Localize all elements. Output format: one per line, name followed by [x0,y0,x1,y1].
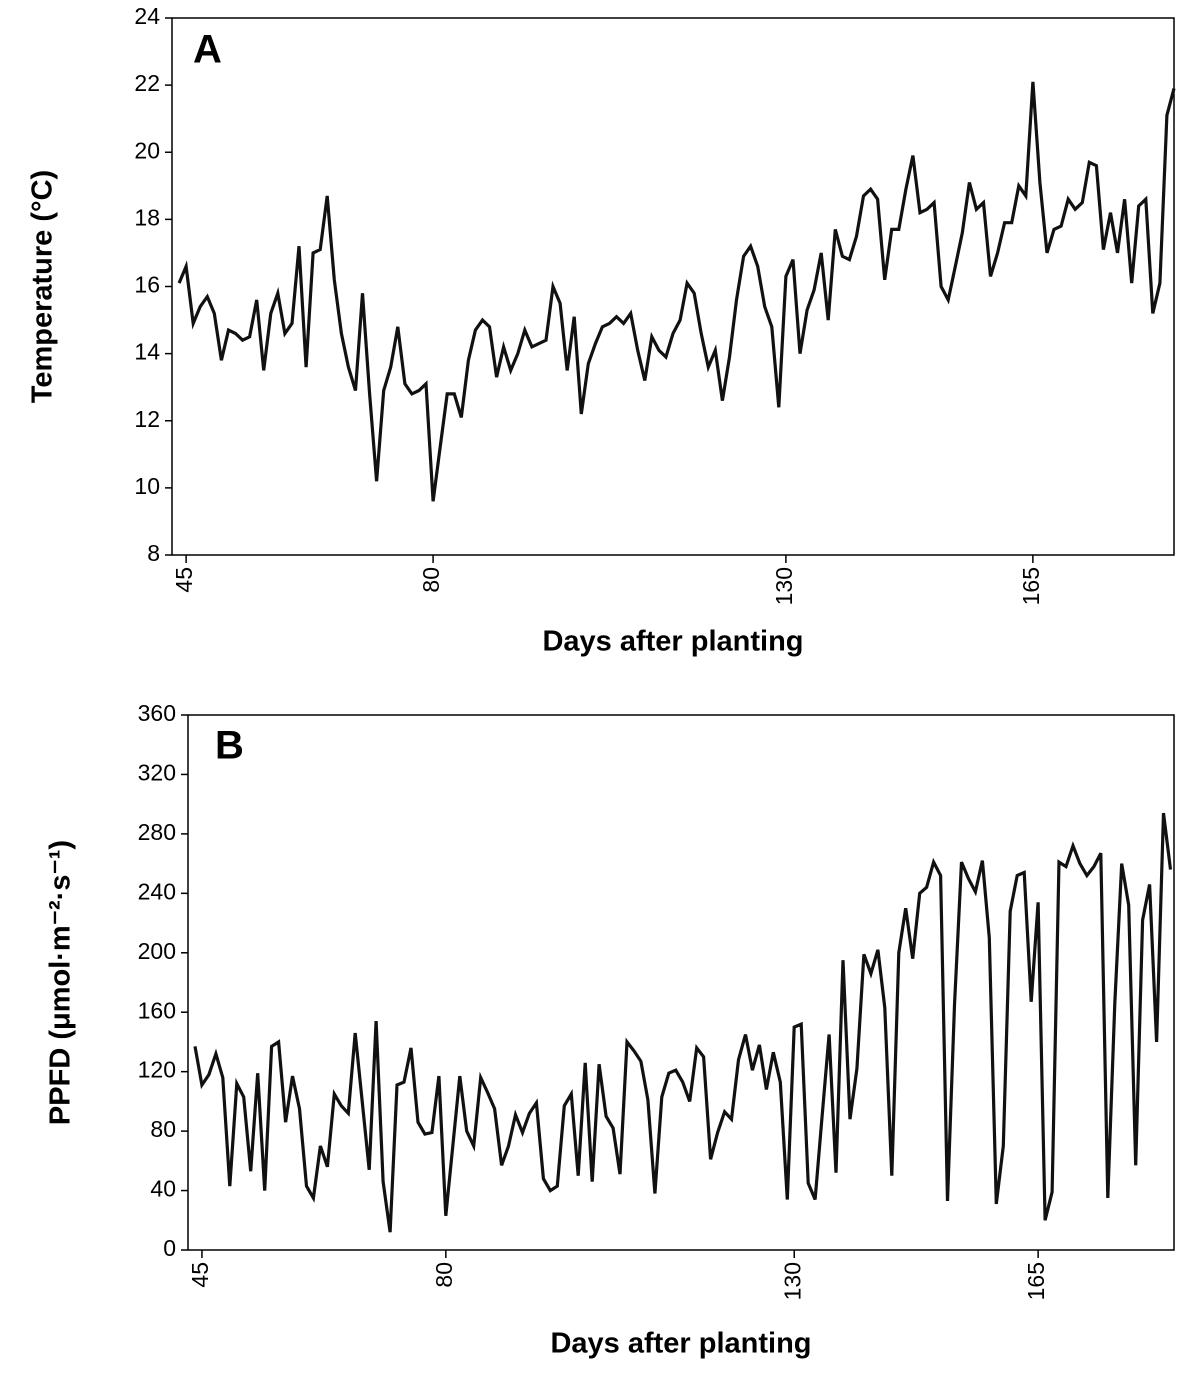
x-tick-label: 130 [771,567,797,605]
x-tick-label: 45 [171,567,197,593]
x-tick-label: 45 [187,1262,213,1288]
y-axis-title: Temperature (°C) [27,170,59,403]
plot-frame [187,714,1175,1251]
plot-frame [171,17,1175,556]
y-tick-label: 14 [134,339,160,365]
x-tick-label: 80 [431,1262,457,1288]
y-tick-label: 120 [138,1057,176,1083]
y-tick-label: 360 [138,700,176,726]
y-tick-label: 18 [134,204,160,230]
y-tick-label: 20 [134,137,160,163]
data-line [193,812,1173,1233]
data-line [177,81,1176,502]
y-tick-label: 40 [150,1176,176,1202]
y-axis-title: PPFD (μmol·m⁻²·s⁻¹) [45,840,77,1125]
y-tick-label: 12 [134,406,160,432]
y-tick-label: 8 [147,540,160,566]
y-tick-label: 200 [138,938,176,964]
y-tick-label: 160 [138,997,176,1023]
x-tick-label: 165 [1018,567,1044,605]
y-tick-label: 10 [134,473,160,499]
y-tick-label: 80 [150,1116,176,1142]
x-tick-label: 130 [779,1262,805,1300]
panel-label: A [193,28,222,72]
y-tick-label: 16 [134,272,160,298]
y-tick-label: 320 [138,760,176,786]
y-tick-label: 24 [134,3,160,29]
x-tick-label: 80 [418,567,444,593]
x-tick-label: 165 [1023,1262,1049,1300]
y-tick-label: 22 [134,70,160,96]
y-tick-label: 240 [138,878,176,904]
y-tick-label: 0 [163,1235,176,1261]
x-axis-title: Days after planting [542,626,803,658]
y-tick-label: 280 [138,819,176,845]
panel-label: B [215,724,244,768]
x-axis-title: Days after planting [550,1328,811,1360]
